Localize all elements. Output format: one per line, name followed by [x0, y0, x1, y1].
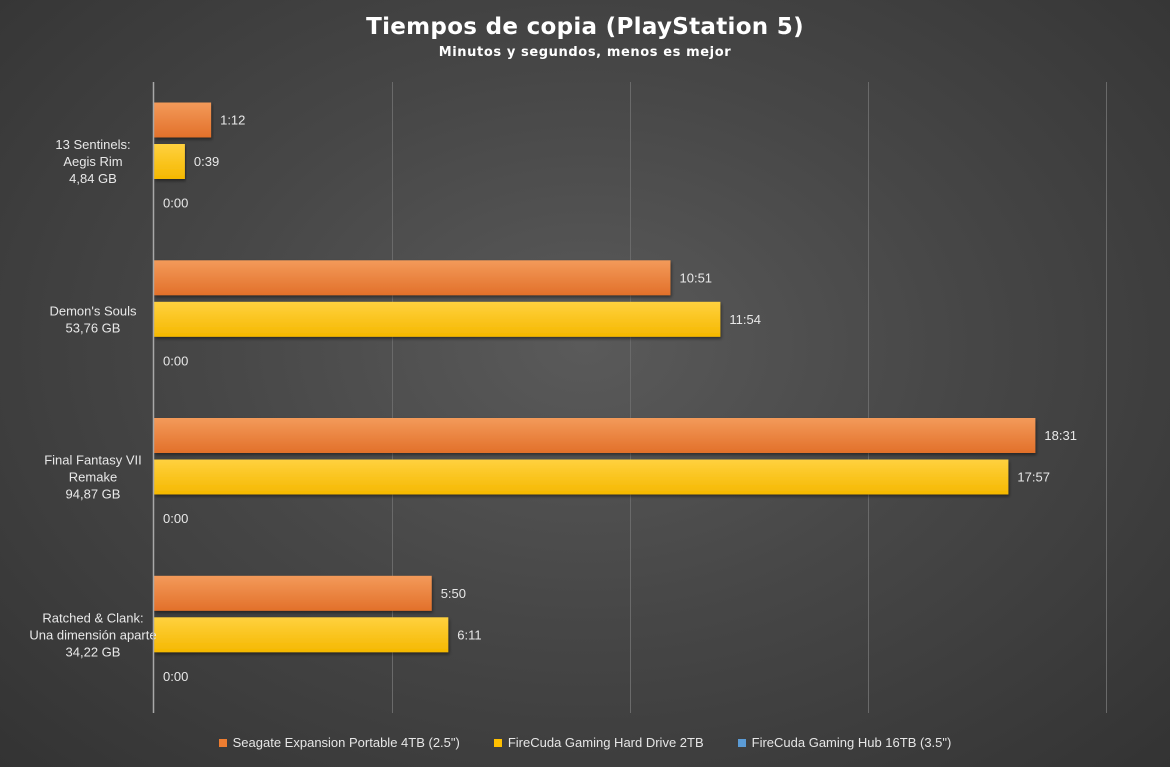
category-label-3: Ratched & Clank: Una dimensión aparte 34,2… — [29, 610, 156, 659]
data-label-series0-cat3: 5:50 — [441, 586, 466, 601]
legend-item-1: FireCuda Gaming Hard Drive 2TB — [493, 735, 704, 750]
data-label-series0-cat0: 1:12 — [220, 113, 245, 128]
category-label-1: Demon's Souls 53,76 GB — [49, 303, 137, 335]
legend-swatch-1 — [493, 738, 502, 747]
data-label-series0-cat2: 18:31 — [1044, 428, 1077, 443]
data-label-series2-cat3: 0:00 — [163, 669, 188, 684]
bar-series1-cat3 — [154, 617, 449, 653]
data-label-series1-cat3: 6:11 — [457, 627, 481, 642]
bar-series1-cat0 — [154, 144, 185, 179]
bar-series1-cat1 — [154, 301, 721, 337]
bar-series1-cat2 — [154, 459, 1009, 495]
bar-series0-cat0 — [154, 102, 212, 138]
data-label-series2-cat0: 0:00 — [163, 196, 188, 211]
legend-swatch-0 — [218, 738, 227, 747]
data-label-series0-cat1: 10:51 — [680, 270, 713, 285]
data-label-series1-cat1: 11:54 — [729, 312, 761, 327]
legend-item-0: Seagate Expansion Portable 4TB (2.5") — [218, 735, 460, 750]
legend-label-2: FireCuda Gaming Hub 16TB (3.5") — [751, 735, 952, 750]
chart-subtitle: Minutos y segundos, menos es mejor — [438, 45, 732, 60]
data-label-series2-cat1: 0:00 — [163, 353, 188, 368]
legend-label-0: Seagate Expansion Portable 4TB (2.5") — [232, 735, 460, 750]
data-label-series2-cat2: 0:00 — [163, 511, 188, 526]
bar-series0-cat1 — [154, 260, 671, 296]
data-label-series1-cat2: 17:57 — [1017, 470, 1050, 485]
legend-item-2: FireCuda Gaming Hub 16TB (3.5") — [737, 735, 952, 750]
data-label-series1-cat0: 0:39 — [194, 154, 219, 169]
bar-series0-cat2 — [154, 418, 1036, 453]
legend-label-1: FireCuda Gaming Hard Drive 2TB — [507, 735, 704, 750]
legend-swatch-2 — [737, 738, 746, 747]
bar-series0-cat3 — [154, 575, 432, 611]
category-label-2: Final Fantasy VII Remake 94,87 GB — [44, 453, 142, 502]
chart-title: Tiempos de copia (PlayStation 5) — [366, 14, 804, 40]
legend: Seagate Expansion Portable 4TB (2.5") Fir… — [0, 735, 1170, 750]
category-label-0: 13 Sentinels: Aegis Rim 4,84 GB — [55, 137, 130, 186]
